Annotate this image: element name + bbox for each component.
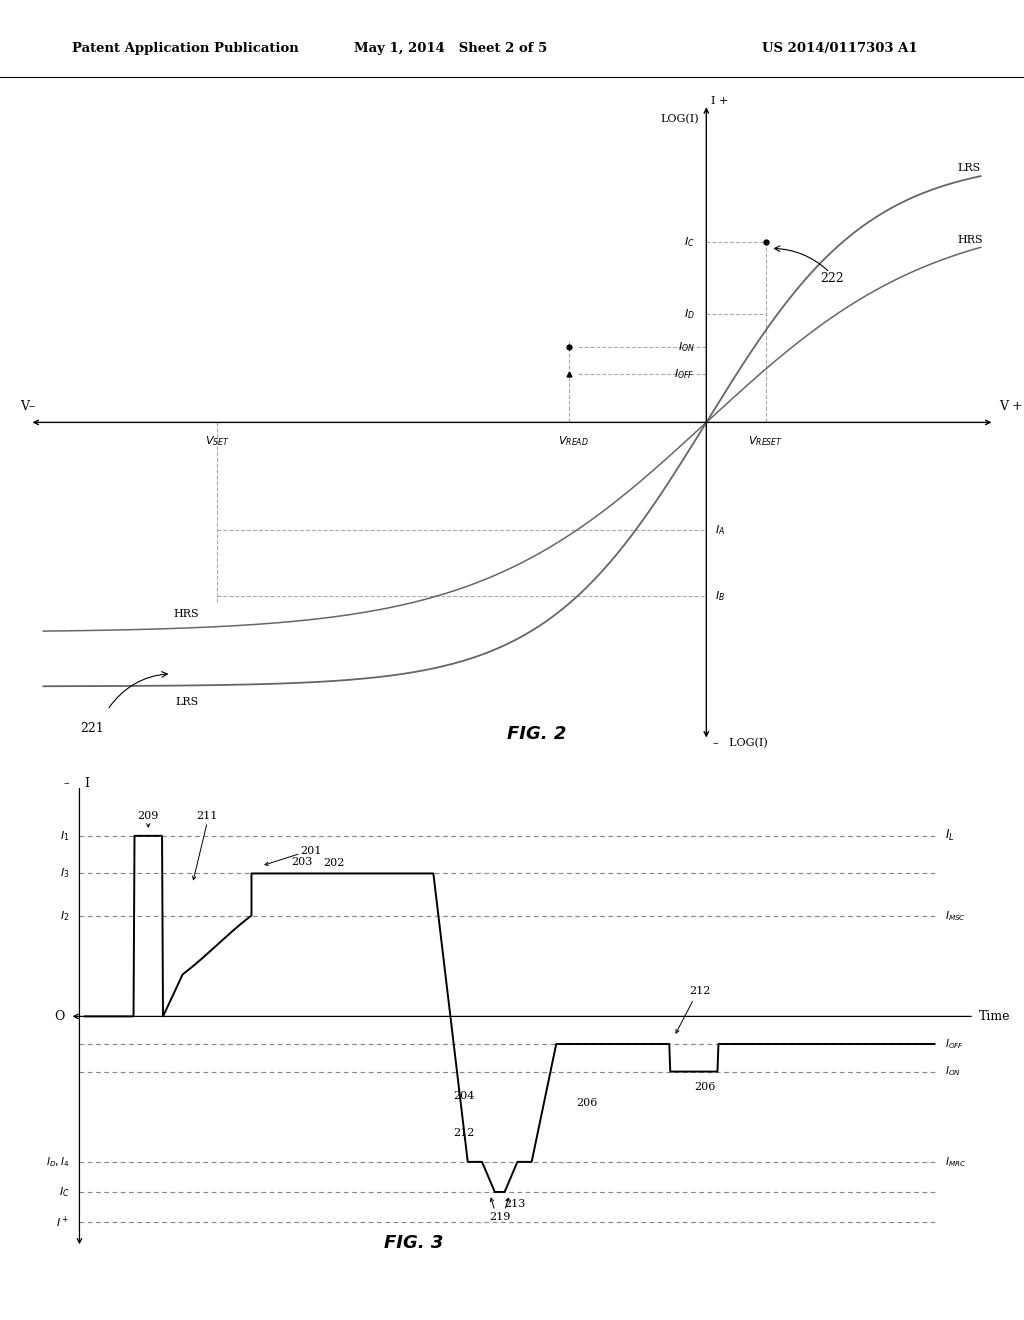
Text: 204: 204 [453,1092,474,1101]
Text: 209: 209 [137,810,159,821]
Text: $I^+$: $I^+$ [56,1214,70,1230]
Text: $I_A$: $I_A$ [716,524,726,537]
Text: 212: 212 [689,986,711,997]
Text: LRS: LRS [175,697,199,708]
Text: 203: 203 [291,857,312,867]
Text: $I_{OFF}$: $I_{OFF}$ [675,367,695,381]
Text: FIG. 2: FIG. 2 [508,726,567,743]
Text: $V_{RESET}$: $V_{RESET}$ [749,434,783,449]
Text: I: I [84,776,89,789]
Text: $I_D$: $I_D$ [684,308,695,321]
Text: Patent Application Publication: Patent Application Publication [72,42,298,55]
Text: HRS: HRS [173,609,199,619]
Text: LOG(I): LOG(I) [660,115,699,124]
Text: $I_{ON}$: $I_{ON}$ [678,341,695,354]
Text: V +: V + [999,400,1023,413]
Text: 206: 206 [575,1098,597,1107]
Text: $I_{ON}$: $I_{ON}$ [944,1065,961,1078]
Text: HRS: HRS [957,235,983,246]
Text: 212: 212 [453,1127,474,1138]
Text: $I_D, I_4$: $I_D, I_4$ [46,1155,70,1168]
Text: $I_L$: $I_L$ [944,828,954,843]
Text: 202: 202 [323,858,344,869]
Text: $I_{MRC}$: $I_{MRC}$ [944,1155,966,1168]
Text: $I_2$: $I_2$ [60,909,70,923]
Text: 213: 213 [505,1200,526,1209]
Text: 206: 206 [694,1081,715,1092]
Text: $V_{READ}$: $V_{READ}$ [558,434,589,449]
Text: $I_B$: $I_B$ [716,590,726,603]
Text: $I_C$: $I_C$ [684,235,695,249]
Text: $I_{OFF}$: $I_{OFF}$ [944,1038,964,1051]
Text: 221: 221 [80,722,103,735]
Text: Time: Time [979,1010,1011,1023]
Text: 211: 211 [197,810,218,821]
Text: $I_1$: $I_1$ [60,829,70,842]
Text: 219: 219 [489,1212,510,1222]
Text: May 1, 2014   Sheet 2 of 5: May 1, 2014 Sheet 2 of 5 [354,42,547,55]
Text: V–: V– [20,400,36,413]
Text: US 2014/0117303 A1: US 2014/0117303 A1 [762,42,918,55]
Text: $V_{SET}$: $V_{SET}$ [205,434,229,449]
Text: 201: 201 [301,846,322,855]
Text: $I_C$: $I_C$ [59,1185,70,1199]
Text: $I_3$: $I_3$ [60,866,70,880]
Text: FIG. 3: FIG. 3 [384,1234,443,1253]
Text: 222: 222 [820,272,844,285]
Text: O: O [54,1010,65,1023]
Text: –   LOG(I): – LOG(I) [713,738,768,748]
Text: –: – [65,779,70,788]
Text: I +: I + [711,96,728,107]
Text: LRS: LRS [957,162,981,173]
Text: $I_{MSC}$: $I_{MSC}$ [944,909,966,923]
